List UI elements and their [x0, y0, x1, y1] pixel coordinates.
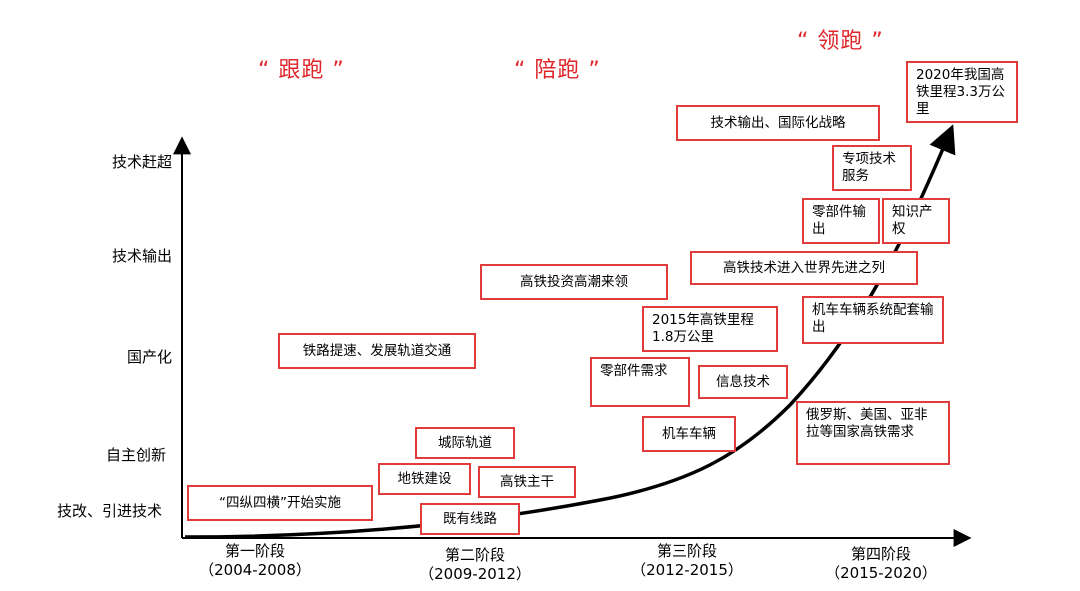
box-tech-export-globalization: 技术输出、国际化战略	[676, 105, 880, 141]
y-label-tech-import: 技改、引进技术	[56, 502, 162, 520]
box-existing-lines: 既有线路	[420, 503, 520, 535]
box-2020-hsr-mileage: 2020年我国高铁里程3.3万公里	[906, 61, 1018, 123]
stage-2-name: 第二阶段	[444, 546, 505, 564]
box-ip: 知识产权	[882, 198, 950, 244]
box-hsr-investment-boom: 高铁投资高潮来领	[480, 264, 668, 300]
stage-2-years: （2009-2012）	[419, 565, 531, 583]
stage-1-label: 第一阶段 （2004-2008）	[180, 542, 330, 580]
phase-accompany: “ 陪跑 ”	[514, 58, 601, 83]
stage-4-name: 第四阶段	[850, 545, 911, 563]
box-parts-demand: 零部件需求	[590, 357, 690, 407]
box-speedup-rail-transit: 铁路提速、发展轨道交通	[278, 333, 476, 369]
box-four-vertical-four-horizontal: “四纵四横”开始实施	[187, 485, 373, 521]
box-rolling-stock: 机车车辆	[642, 416, 736, 452]
box-intercity-rail: 城际轨道	[415, 427, 515, 459]
box-locomotive-system-export: 机车车辆系统配套输出	[802, 296, 944, 344]
box-2015-hsr-mileage: 2015年高铁里程1.8万公里	[642, 306, 778, 352]
phase-lead: “ 领跑 ”	[797, 29, 884, 54]
phase-follow: “ 跟跑 ”	[258, 58, 345, 83]
y-label-localization: 国产化	[126, 348, 172, 366]
stage-1-name: 第一阶段	[224, 542, 285, 560]
y-label-tech-surpass: 技术赶超	[111, 153, 172, 171]
box-hsr-world-advanced: 高铁技术进入世界先进之列	[690, 251, 918, 285]
stage-3-label: 第三阶段 （2012-2015）	[612, 542, 762, 580]
box-special-tech-service: 专项技术服务	[832, 145, 912, 191]
stage-3-years: （2012-2015）	[631, 561, 743, 579]
box-russia-us-asia-demand: 俄罗斯、美国、亚非拉等国家高铁需求	[796, 401, 950, 465]
y-label-independent-innovation: 自主创新	[105, 446, 166, 464]
stage-3-name: 第三阶段	[656, 542, 717, 560]
box-info-tech: 信息技术	[698, 365, 788, 399]
box-hsr-trunk: 高铁主干	[478, 466, 576, 498]
stage-2-label: 第二阶段 （2009-2012）	[400, 546, 550, 584]
stage-4-label: 第四阶段 （2015-2020）	[806, 545, 956, 583]
stage-4-years: （2015-2020）	[825, 564, 937, 582]
y-label-tech-export: 技术输出	[111, 247, 172, 265]
box-parts-export: 零部件输出	[802, 198, 880, 244]
stage-1-years: （2004-2008）	[199, 561, 311, 579]
box-metro-construction: 地铁建设	[378, 463, 471, 495]
